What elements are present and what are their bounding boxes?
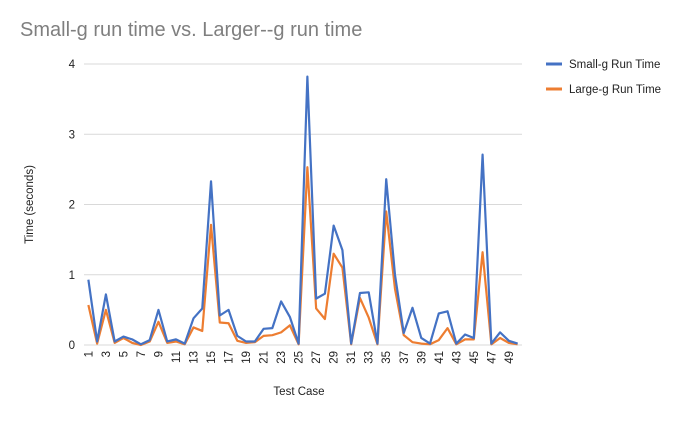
x-tick-label: 7 <box>136 351 148 357</box>
y-tick-label: 3 <box>69 129 75 141</box>
x-axis-title: Test Case <box>273 386 324 398</box>
legend: Small-g Run Time Large-g Run Time <box>546 59 661 96</box>
x-tick-label: 29 <box>329 351 341 364</box>
x-tick-label: 39 <box>416 351 428 364</box>
x-tick-label: 49 <box>504 351 516 364</box>
x-tick-label: 17 <box>224 351 236 364</box>
x-tick-label: 21 <box>259 351 271 364</box>
x-tick-label: 19 <box>241 351 253 364</box>
x-tick-label: 5 <box>118 351 130 357</box>
y-axis-title: Time (seconds) <box>24 165 36 244</box>
x-tick-label: 35 <box>381 351 393 364</box>
x-tick-label: 3 <box>101 351 113 357</box>
x-tick-label: 45 <box>469 351 481 364</box>
x-tick-label: 31 <box>346 351 358 364</box>
x-tick-label: 9 <box>153 351 165 357</box>
y-tick-label: 4 <box>69 59 76 71</box>
x-tick-label: 11 <box>171 351 183 363</box>
series-line <box>87 75 518 346</box>
chart-title: Small-g run time vs. Larger--g run time <box>20 19 363 41</box>
x-tick-label: 47 <box>486 351 498 364</box>
x-tick-label: 37 <box>399 351 411 364</box>
x-tick-label: 13 <box>189 351 201 364</box>
y-axis-ticks: 0 1 2 3 4 <box>69 59 76 352</box>
x-tick-label: 1 <box>83 351 95 357</box>
x-tick-label: 15 <box>206 351 218 364</box>
series-line <box>87 166 518 347</box>
x-tick-label: 33 <box>364 351 376 364</box>
x-tick-label: 23 <box>276 351 288 364</box>
legend-label: Large-g Run Time <box>569 84 661 96</box>
x-tick-label: 43 <box>451 351 463 364</box>
y-tick-label: 0 <box>69 340 75 352</box>
x-axis-ticks: 1 3 5 7 9 11 13 15 17 19 21 23 25 27 29 31 33 35 37 39 41 43 4… <box>83 351 515 364</box>
x-tick-label: 25 <box>294 351 306 364</box>
series-lines <box>87 75 518 347</box>
x-tick-label: 41 <box>434 351 446 364</box>
y-tick-label: 1 <box>69 270 75 282</box>
y-tick-label: 2 <box>69 200 75 212</box>
x-tick-label: 27 <box>311 351 323 364</box>
legend-label: Small-g Run Time <box>569 59 660 71</box>
